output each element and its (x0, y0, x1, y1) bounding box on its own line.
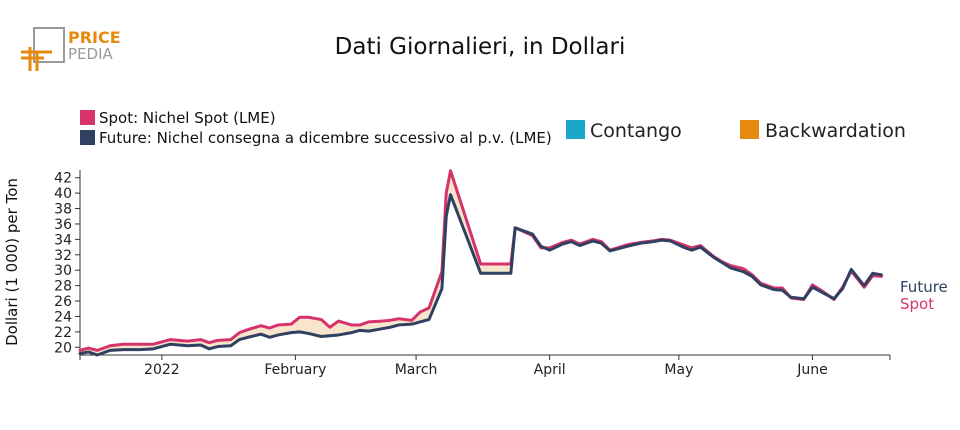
x-tick-label: April (534, 362, 566, 378)
y-tick-label: 32 (54, 248, 72, 264)
end-label-spot: Spot (900, 295, 934, 313)
y-tick-label: 28 (54, 279, 72, 295)
y-tick-label: 38 (54, 202, 72, 218)
y-axis-title: Dollari (1 000) per Ton (3, 178, 21, 346)
logo-square-outline (33, 27, 65, 63)
y-tick-label: 40 (54, 186, 72, 202)
pricepedia-logo: PRICE PEDIA (21, 27, 121, 71)
legend-swatch-backwardation (740, 120, 759, 139)
legend-label-future: Future: Nichel consegna a dicembre succe… (99, 129, 552, 147)
chart-title: Dati Giornalieri, in Dollari (335, 34, 626, 60)
y-tick-label: 34 (54, 232, 72, 248)
logo-text-price: PRICE (68, 28, 121, 47)
legend-label-spot: Spot: Nichel Spot (LME) (99, 109, 276, 127)
y-tick-label: 30 (54, 263, 72, 279)
legend-swatch-contango (566, 120, 585, 139)
end-label-future: Future (900, 278, 948, 296)
y-tick-label: 22 (54, 325, 72, 341)
series-line-future (78, 193, 883, 357)
x-tick-label: February (264, 362, 326, 378)
logo-text-pedia: PEDIA (68, 45, 113, 63)
x-tick-label: June (796, 362, 828, 378)
y-tick-label: 26 (54, 294, 72, 310)
x-tick-label: May (664, 362, 693, 378)
y-tick-label: 42 (54, 171, 72, 187)
legend-label-backwardation: Backwardation (765, 120, 906, 142)
x-tick-label: 2022 (144, 362, 180, 378)
y-tick-label: 24 (54, 309, 72, 325)
y-tick-label: 36 (54, 217, 72, 233)
legend-label-contango: Contango (590, 120, 682, 142)
legend: Spot: Nichel Spot (LME) Future: Nichel c… (80, 109, 906, 147)
logo-mark (21, 47, 52, 71)
x-tick-label: March (395, 362, 438, 378)
legend-swatch-future (80, 130, 95, 145)
legend-swatch-spot (80, 110, 95, 125)
y-tick-label: 20 (54, 340, 72, 356)
series-line-spot (78, 169, 883, 352)
